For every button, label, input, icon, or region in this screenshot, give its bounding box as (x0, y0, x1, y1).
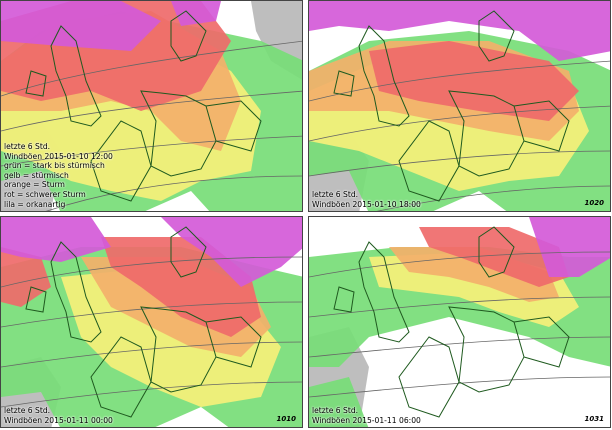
wind-map-graphic (1, 217, 302, 427)
map-panel-2015-01-10-1200: letzte 6 Std. Windböen 2015-01-10 12:00 … (0, 0, 303, 212)
wind-map-graphic (309, 217, 610, 427)
legend-line: letzte 6 Std. (312, 406, 359, 415)
legend-line: Windböen 2015-01-11 00:00 (4, 415, 113, 425)
map-legend: letzte 6 Std. Windböen 2015-01-10 18:00 (312, 190, 421, 209)
legend-line: orange = Sturm (4, 180, 65, 190)
map-panel-2015-01-11-0600: letzte 6 Std. Windböen 2015-01-11 06:00 … (308, 216, 611, 428)
pressure-label: 1010 (276, 415, 296, 423)
legend-line: letzte 6 Std. (4, 406, 51, 415)
pressure-label: 1031 (584, 415, 604, 423)
legend-line: Windböen 2015-01-11 06:00 (312, 415, 421, 425)
map-legend: letzte 6 Std. Windböen 2015-01-11 06:00 (312, 406, 421, 425)
wind-map-graphic (1, 1, 302, 211)
map-legend: letzte 6 Std. Windböen 2015-01-10 12:00 … (4, 142, 113, 209)
legend-line: Windböen 2015-01-10 18:00 (312, 199, 421, 209)
legend-line: Windböen 2015-01-10 12:00 (4, 151, 113, 161)
map-panel-2015-01-10-1800: letzte 6 Std. Windböen 2015-01-10 18:00 … (308, 0, 611, 212)
legend-line: letzte 6 Std. (312, 190, 359, 199)
map-panel-2015-01-11-0000: letzte 6 Std. Windböen 2015-01-11 00:00 … (0, 216, 303, 428)
pressure-label: 1020 (584, 199, 604, 207)
legend-line: rot = schwerer Sturm (4, 189, 86, 199)
legend-line: gelb = stürmisch (4, 170, 69, 180)
legend-line: lila = orkanartig (4, 199, 66, 209)
legend-line: grün = stark bis stürmisch (4, 161, 105, 171)
legend-line: letzte 6 Std. (4, 142, 51, 151)
map-legend: letzte 6 Std. Windböen 2015-01-11 00:00 (4, 406, 113, 425)
wind-map-graphic (309, 1, 610, 211)
